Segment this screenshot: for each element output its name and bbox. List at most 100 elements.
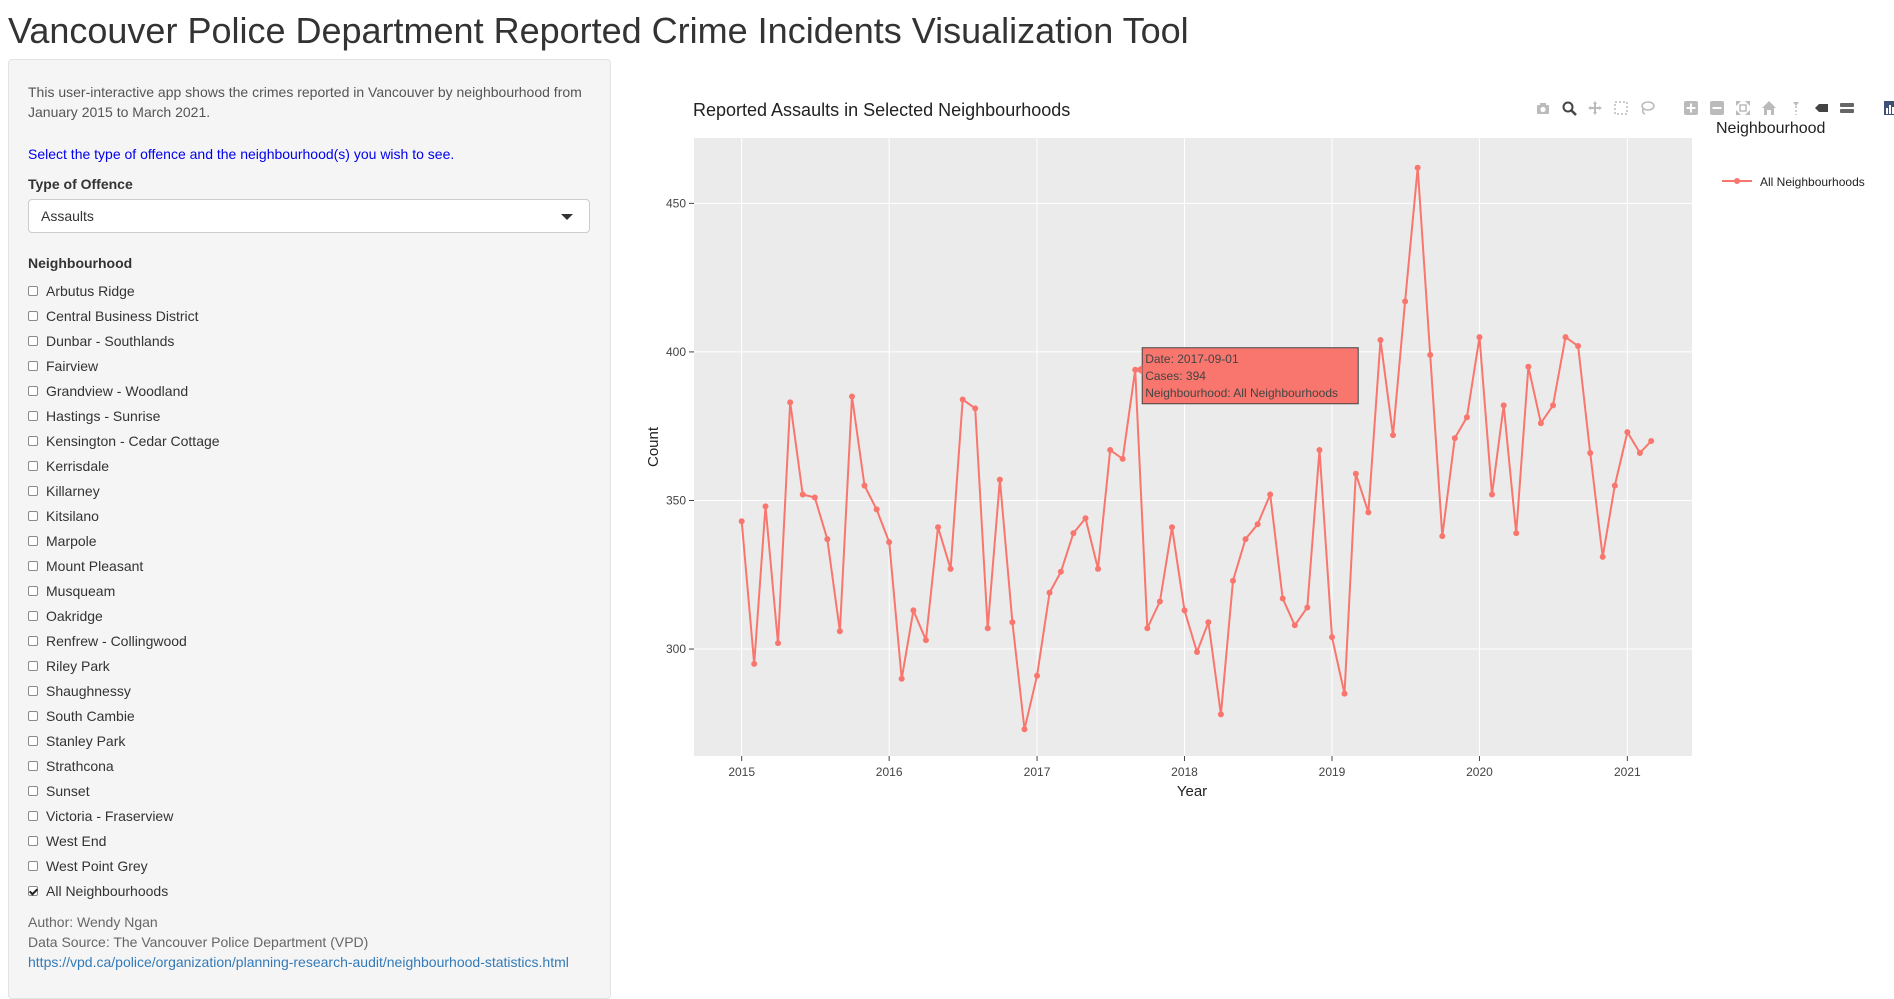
data-point[interactable] (1414, 164, 1421, 171)
checkbox[interactable] (28, 485, 38, 496)
offence-type-select[interactable]: Assaults (28, 199, 590, 233)
neighbourhood-checkbox-item[interactable]: Kitsilano (28, 503, 220, 528)
data-point[interactable] (1575, 342, 1582, 349)
checkbox[interactable] (28, 535, 38, 546)
checkbox[interactable] (28, 310, 38, 321)
neighbourhood-checkbox-item[interactable]: Musqueam (28, 578, 220, 603)
data-point[interactable] (1119, 455, 1126, 462)
neighbourhood-checkbox-item[interactable]: Hastings - Sunrise (28, 403, 220, 428)
data-point[interactable] (898, 675, 905, 682)
data-point[interactable] (848, 393, 855, 400)
zoom-icon[interactable] (1560, 99, 1578, 117)
checkbox[interactable] (28, 635, 38, 646)
data-point[interactable] (910, 607, 917, 614)
data-source-link[interactable]: https://vpd.ca/police/organization/plann… (28, 954, 569, 970)
data-point[interactable] (1525, 363, 1532, 370)
data-point[interactable] (886, 539, 893, 546)
data-point[interactable] (1587, 449, 1594, 456)
checkbox[interactable] (28, 710, 38, 721)
data-point[interactable] (1291, 622, 1298, 629)
data-point[interactable] (787, 399, 794, 406)
data-point[interactable] (751, 660, 758, 667)
data-point[interactable] (1439, 533, 1446, 540)
neighbourhood-checkbox-item[interactable]: Mount Pleasant (28, 553, 220, 578)
neighbourhood-checkbox-item[interactable]: Victoria - Fraserview (28, 803, 220, 828)
neighbourhood-checkbox-item[interactable]: Killarney (28, 478, 220, 503)
data-point[interactable] (1513, 530, 1520, 537)
data-point[interactable] (1095, 565, 1102, 572)
neighbourhood-checkbox-item[interactable]: Central Business District (28, 303, 220, 328)
data-point[interactable] (1046, 589, 1053, 596)
data-point[interactable] (1168, 524, 1175, 531)
checkbox[interactable] (28, 610, 38, 621)
data-point[interactable] (1537, 420, 1544, 427)
data-point[interactable] (762, 503, 769, 510)
checkbox[interactable] (28, 385, 38, 396)
data-point[interactable] (1365, 509, 1372, 516)
data-point[interactable] (1402, 298, 1409, 305)
checkbox[interactable] (28, 835, 38, 846)
checkbox[interactable] (28, 285, 38, 296)
checkbox[interactable] (28, 510, 38, 521)
data-point[interactable] (1205, 619, 1212, 626)
data-point[interactable] (1328, 634, 1335, 641)
data-point[interactable] (799, 491, 806, 498)
neighbourhood-checkbox-item[interactable]: Kensington - Cedar Cottage (28, 428, 220, 453)
data-point[interactable] (1488, 491, 1495, 498)
neighbourhood-checkbox-item[interactable]: South Cambie (28, 703, 220, 728)
neighbourhood-checkbox-item[interactable]: West End (28, 828, 220, 853)
data-point[interactable] (922, 637, 929, 644)
data-point[interactable] (1500, 402, 1507, 409)
checkbox[interactable] (28, 860, 38, 871)
checkbox[interactable] (28, 885, 38, 896)
data-point[interactable] (1599, 553, 1606, 560)
neighbourhood-checkbox-item[interactable]: Stanley Park (28, 728, 220, 753)
neighbourhood-checkbox-item[interactable]: Marpole (28, 528, 220, 553)
data-point[interactable] (1242, 536, 1249, 543)
data-point[interactable] (1230, 577, 1237, 584)
camera-icon[interactable] (1534, 99, 1552, 117)
data-point[interactable] (1156, 598, 1163, 605)
reset-axes-icon[interactable] (1760, 99, 1778, 117)
checkbox[interactable] (28, 685, 38, 696)
data-point[interactable] (811, 494, 818, 501)
data-point[interactable] (1648, 438, 1655, 445)
data-point[interactable] (738, 518, 745, 525)
lasso-icon[interactable] (1638, 99, 1656, 117)
data-point[interactable] (959, 396, 966, 403)
data-point[interactable] (873, 506, 880, 513)
neighbourhood-checkbox-item[interactable]: Sunset (28, 778, 220, 803)
data-point[interactable] (1279, 595, 1286, 602)
data-point[interactable] (861, 482, 868, 489)
data-point[interactable] (1082, 515, 1089, 522)
data-point[interactable] (1624, 429, 1631, 436)
pan-icon[interactable] (1586, 99, 1604, 117)
data-point[interactable] (1057, 568, 1064, 575)
checkbox[interactable] (28, 410, 38, 421)
neighbourhood-checkbox-item[interactable]: Fairview (28, 353, 220, 378)
data-point[interactable] (1427, 351, 1434, 358)
checkbox[interactable] (28, 560, 38, 571)
data-point[interactable] (1181, 607, 1188, 614)
data-point[interactable] (984, 625, 991, 632)
data-point[interactable] (1562, 334, 1569, 341)
neighbourhood-checkbox-item[interactable]: West Point Grey (28, 853, 220, 878)
data-point[interactable] (996, 476, 1003, 483)
autoscale-icon[interactable] (1734, 99, 1752, 117)
data-point[interactable] (1390, 432, 1397, 439)
checkbox[interactable] (28, 585, 38, 596)
checkbox[interactable] (28, 660, 38, 671)
data-point[interactable] (1194, 649, 1201, 656)
data-point[interactable] (1341, 690, 1348, 697)
data-point[interactable] (824, 536, 831, 543)
checkbox[interactable] (28, 435, 38, 446)
data-point[interactable] (1254, 521, 1261, 528)
zoom-in-icon[interactable] (1682, 99, 1700, 117)
zoom-out-icon[interactable] (1708, 99, 1726, 117)
data-point[interactable] (1377, 337, 1384, 344)
neighbourhood-checkbox-item[interactable]: Riley Park (28, 653, 220, 678)
neighbourhood-checkbox-item[interactable]: Dunbar - Southlands (28, 328, 220, 353)
legend-item-label[interactable]: All Neighbourhoods (1760, 175, 1865, 189)
checkbox[interactable] (28, 785, 38, 796)
data-point[interactable] (775, 640, 782, 647)
